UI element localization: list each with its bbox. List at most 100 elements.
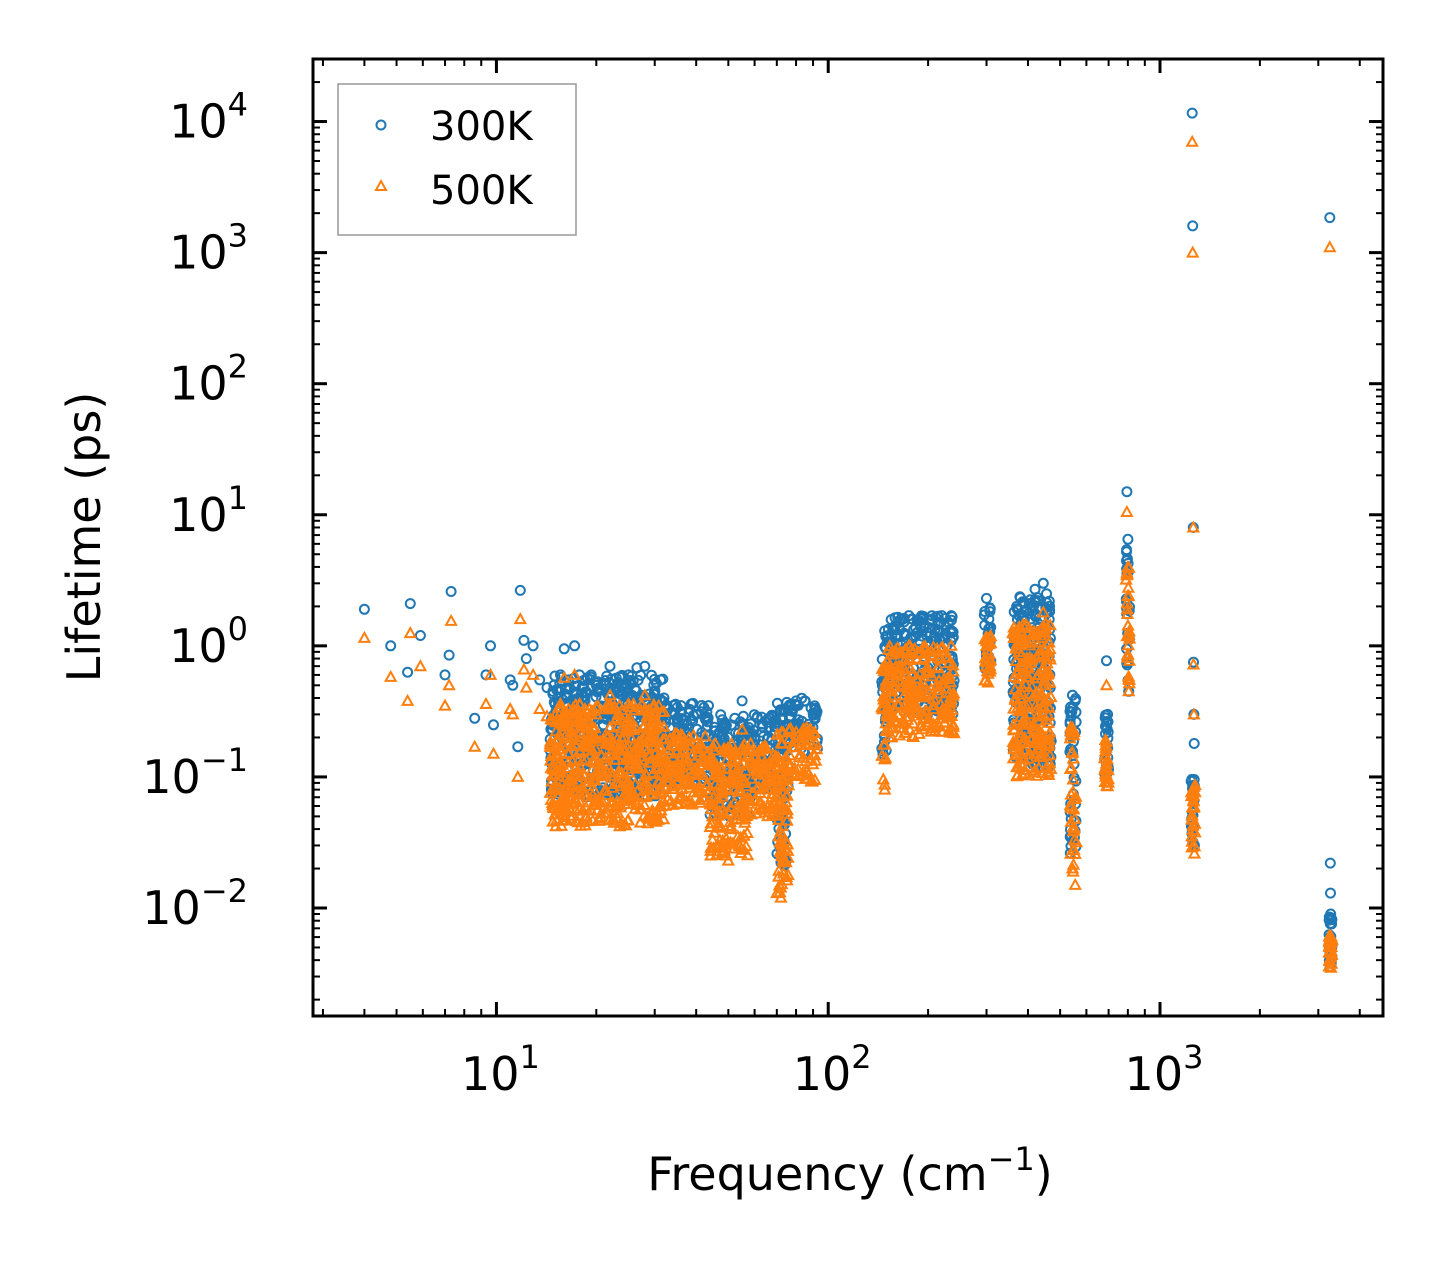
x-axis-title-text: Frequency (cm bbox=[647, 1147, 987, 1201]
data-point-500k bbox=[783, 768, 797, 781]
data-point-300k bbox=[443, 649, 455, 661]
y-tick-label: 103 bbox=[169, 217, 248, 280]
data-point-300k bbox=[892, 611, 904, 623]
data-point-500k bbox=[629, 739, 644, 752]
data-point-500k bbox=[511, 769, 525, 782]
data-point-300k bbox=[623, 669, 634, 681]
data-point-500k bbox=[771, 812, 786, 825]
data-point-500k bbox=[731, 784, 746, 797]
data-point-500k bbox=[905, 678, 920, 691]
data-point-500k bbox=[944, 695, 958, 708]
major-ticks bbox=[313, 59, 1383, 1016]
data-point-500k bbox=[796, 764, 811, 777]
data-point-500k bbox=[589, 793, 604, 806]
data-point-500k bbox=[1013, 746, 1028, 759]
data-point-500k bbox=[736, 773, 750, 786]
data-point-500k bbox=[789, 724, 803, 737]
data-point-500k bbox=[705, 832, 720, 845]
data-point-300k bbox=[1121, 546, 1132, 558]
data-point-300k bbox=[729, 712, 741, 724]
data-point-500k bbox=[747, 759, 762, 772]
y-tick-base: 10 bbox=[142, 881, 201, 935]
data-point-500k bbox=[776, 853, 790, 866]
x-axis-title-suffix: ) bbox=[1035, 1147, 1053, 1201]
data-point-500k bbox=[721, 744, 735, 757]
data-point-500k bbox=[585, 762, 599, 775]
data-point-500k bbox=[889, 659, 903, 672]
data-point-500k bbox=[1016, 699, 1031, 712]
data-point-500k bbox=[637, 797, 652, 810]
data-point-500k bbox=[1066, 772, 1080, 785]
data-point-300k bbox=[514, 584, 526, 596]
data-point-500k bbox=[557, 670, 571, 683]
data-point-500k bbox=[691, 785, 705, 798]
data-point-500k bbox=[1011, 759, 1026, 772]
data-point-500k bbox=[750, 780, 764, 793]
data-point-500k bbox=[944, 638, 958, 651]
data-point-300k bbox=[646, 669, 657, 681]
y-tick-label: 10−1 bbox=[142, 741, 248, 804]
data-point-500k bbox=[674, 727, 688, 740]
data-point-500k bbox=[1042, 649, 1057, 662]
y-tick-base: 10 bbox=[169, 95, 228, 149]
data-point-500k bbox=[1014, 647, 1029, 660]
data-point-500k bbox=[588, 721, 602, 734]
x-tick-label: 103 bbox=[1125, 1038, 1204, 1101]
data-point-500k bbox=[887, 710, 901, 723]
data-point-300k bbox=[581, 687, 592, 699]
data-point-500k bbox=[650, 751, 665, 764]
data-point-500k bbox=[479, 696, 493, 709]
data-point-300k bbox=[1029, 583, 1041, 595]
data-point-500k bbox=[780, 873, 794, 886]
data-point-500k bbox=[486, 746, 501, 759]
data-point-500k bbox=[586, 731, 600, 744]
data-point-500k bbox=[598, 768, 612, 781]
data-point-500k bbox=[773, 790, 787, 803]
data-point-500k bbox=[979, 659, 993, 672]
legend-label-500k: 500K bbox=[430, 168, 534, 214]
data-point-300k bbox=[983, 613, 995, 625]
data-point-500k bbox=[657, 704, 671, 717]
data-point-500k bbox=[639, 729, 653, 742]
data-point-500k bbox=[600, 697, 615, 710]
data-point-500k bbox=[759, 758, 773, 771]
data-point-500k bbox=[739, 763, 753, 776]
data-point-300k bbox=[590, 679, 602, 691]
data-point-500k bbox=[413, 659, 428, 672]
data-point-500k bbox=[627, 753, 641, 766]
data-point-500k bbox=[809, 742, 824, 755]
data-point-500k bbox=[939, 681, 954, 694]
data-point-500k bbox=[579, 739, 593, 752]
data-point-500k bbox=[648, 730, 662, 743]
y-tick-base: 10 bbox=[169, 357, 228, 411]
data-point-300k bbox=[1324, 212, 1336, 224]
x-tick-label: 102 bbox=[793, 1038, 872, 1101]
data-point-500k bbox=[926, 698, 941, 711]
data-point-500k bbox=[903, 686, 917, 699]
data-point-500k bbox=[876, 772, 890, 785]
data-point-500k bbox=[600, 758, 615, 771]
data-point-500k bbox=[780, 813, 794, 826]
x-tick-label: 101 bbox=[461, 1038, 540, 1101]
data-point-300k bbox=[404, 598, 416, 610]
data-point-500k bbox=[724, 736, 739, 749]
data-point-500k bbox=[543, 734, 558, 747]
data-point-500k bbox=[1029, 698, 1043, 711]
data-point-500k bbox=[880, 706, 894, 719]
data-point-300k bbox=[907, 631, 919, 643]
data-point-300k bbox=[1186, 107, 1198, 119]
data-point-500k bbox=[735, 722, 749, 735]
legend: 300K 500K bbox=[337, 83, 577, 236]
data-point-500k bbox=[1122, 684, 1136, 697]
data-point-300k bbox=[658, 692, 670, 704]
data-point-500k bbox=[691, 748, 705, 761]
data-point-500k bbox=[671, 756, 685, 769]
data-point-300k bbox=[488, 719, 499, 731]
x-tick-base: 10 bbox=[1125, 1047, 1184, 1101]
data-point-500k bbox=[578, 701, 592, 714]
legend-label-300k: 300K bbox=[430, 104, 534, 150]
data-point-500k bbox=[586, 813, 600, 826]
data-point-500k bbox=[638, 688, 652, 701]
data-point-500k bbox=[1043, 618, 1057, 631]
data-point-500k bbox=[603, 688, 617, 701]
